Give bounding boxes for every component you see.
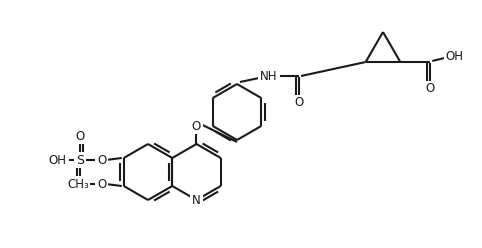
Text: N: N	[192, 193, 201, 207]
Text: O: O	[426, 83, 435, 95]
Text: S: S	[76, 154, 84, 166]
Text: OH: OH	[49, 154, 67, 166]
Text: NH: NH	[260, 69, 278, 83]
Text: O: O	[192, 120, 201, 132]
Text: O: O	[97, 178, 107, 190]
Text: O: O	[75, 178, 84, 190]
Text: CH₃: CH₃	[67, 178, 89, 190]
Text: O: O	[75, 129, 84, 143]
Text: OH: OH	[445, 50, 463, 62]
Text: O: O	[97, 154, 107, 166]
Text: O: O	[295, 96, 304, 110]
